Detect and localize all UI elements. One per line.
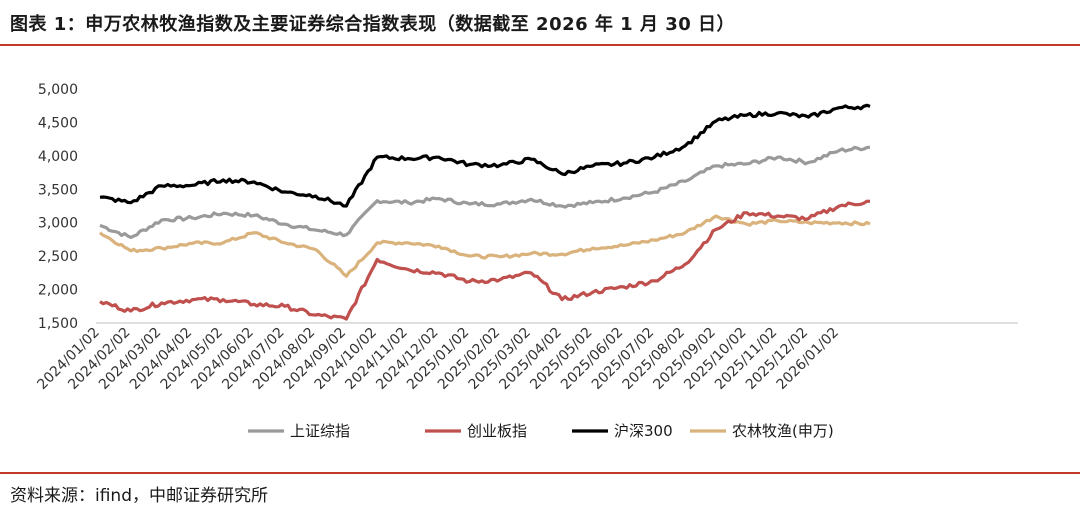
bottom-divider bbox=[0, 472, 1080, 474]
x-axis: 2024/01/022024/02/022024/03/022024/04/02… bbox=[34, 322, 1018, 393]
y-tick-label: 3,500 bbox=[38, 182, 78, 198]
legend-label: 上证综指 bbox=[290, 422, 350, 440]
figure-title: 图表 1：申万农林牧渔指数及主要证券综合指数表现（数据截至 2026 年 1 月… bbox=[10, 14, 736, 35]
series-lines bbox=[98, 103, 871, 321]
y-tick-label: 2,000 bbox=[38, 283, 78, 299]
legend-label: 农林牧渔(申万) bbox=[732, 422, 834, 440]
top-divider bbox=[0, 44, 1080, 46]
series-line-3 bbox=[98, 214, 871, 278]
y-tick-label: 5,000 bbox=[38, 82, 78, 98]
chart-header: 图表 1：申万农林牧渔指数及主要证券综合指数表现（数据截至 2026 年 1 月… bbox=[0, 0, 1080, 44]
legend-label: 沪深300 bbox=[614, 422, 673, 440]
y-tick-label: 1,500 bbox=[38, 316, 78, 332]
series-line-0 bbox=[99, 145, 871, 239]
series-line-1 bbox=[99, 199, 871, 321]
source-note: 资料来源：ifind，中邮证券研究所 bbox=[10, 486, 268, 506]
legend-label: 创业板指 bbox=[467, 422, 527, 440]
series-line-2 bbox=[99, 103, 871, 208]
y-tick-label: 4,000 bbox=[38, 149, 78, 165]
y-axis: 1,500 2,000 2,500 3,000 3,500 4,000 4,500 5,000 bbox=[38, 82, 78, 332]
y-tick-label: 2,500 bbox=[38, 249, 78, 265]
y-tick-label: 3,000 bbox=[38, 216, 78, 232]
line-chart: 1,500 2,000 2,500 3,000 3,500 4,000 4,500 5,000… bbox=[34, 82, 1018, 440]
y-tick-label: 4,500 bbox=[38, 115, 78, 131]
legend: 上证综指 创业板指 沪深300 农林牧渔(申万) bbox=[248, 422, 834, 440]
